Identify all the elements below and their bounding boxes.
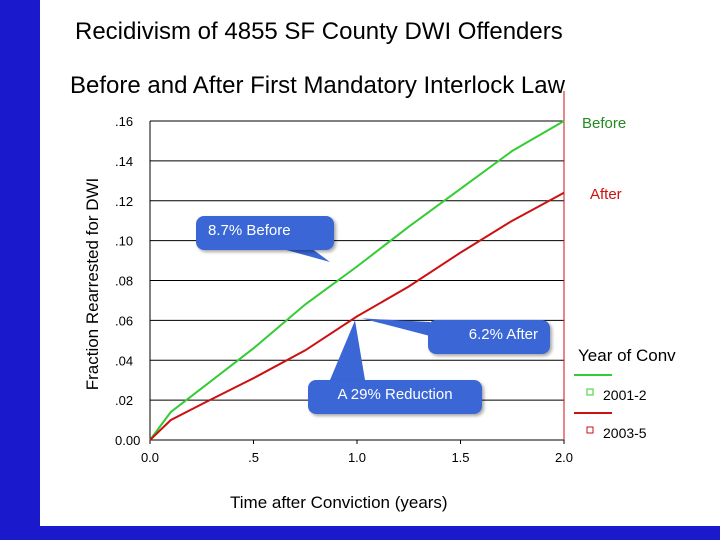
y-tick-label: .10: [115, 234, 133, 249]
callout-pointer-reduction: [330, 320, 365, 380]
y-tick-label: .12: [115, 194, 133, 209]
series-line-2001-2: [149, 120, 565, 441]
series-line-2003-5: [149, 191, 565, 441]
x-tick-label: 2.0: [555, 450, 573, 465]
slide: [40, 0, 720, 526]
y-tick-label: .02: [115, 393, 133, 408]
series-label-before: Before: [582, 115, 627, 132]
y-tick-label: .06: [115, 313, 133, 328]
chart-title: Recidivism of 4855 SF County DWI Offende…: [75, 18, 563, 45]
legend-entry-2003-5: 2003-5: [603, 425, 647, 441]
x-tick-label: 1.0: [348, 450, 366, 465]
x-tick-label: 1.5: [451, 450, 469, 465]
y-tick-label: 0.00: [115, 433, 140, 448]
callout-reduction: A 29% Reduction: [308, 380, 482, 414]
x-axis-label: Time after Conviction (years): [230, 493, 448, 512]
callout-pointer-after: [362, 318, 430, 336]
legend-marker-2003-5: [586, 426, 594, 434]
y-tick-label: .08: [115, 274, 133, 289]
x-tick-label: .5: [248, 450, 259, 465]
legend-marker-2001-2: [586, 388, 594, 396]
callout-after: 6.2% After: [428, 320, 550, 354]
chart-subtitle: Before and After First Mandatory Interlo…: [70, 72, 565, 99]
legend-entry-2001-2: 2001-2: [603, 387, 647, 403]
y-tick-label: .14: [115, 154, 133, 169]
callout-before: 8.7% Before: [196, 216, 334, 250]
series-label-after: After: [590, 186, 622, 203]
legend-title: Year of Conv: [578, 346, 676, 365]
y-tick-label: .04: [115, 353, 133, 368]
y-tick-label: .16: [115, 114, 133, 129]
x-tick-label: 0.0: [141, 450, 159, 465]
